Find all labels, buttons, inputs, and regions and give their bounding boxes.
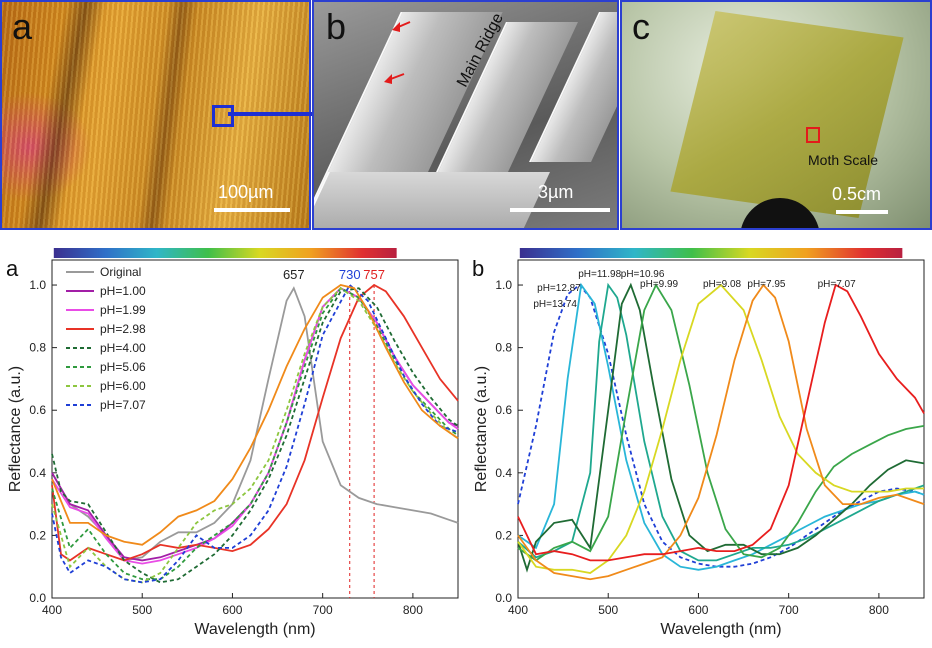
series-line <box>51 283 459 584</box>
panel-label: a <box>6 256 19 281</box>
series-line <box>517 282 925 573</box>
x-tick-label: 800 <box>869 603 889 617</box>
x-tick-label: 700 <box>779 603 799 617</box>
y-tick-label: 0.4 <box>29 466 46 480</box>
legend-label: pH=7.07 <box>100 398 146 412</box>
y-axis-label: Reflectance (a.u.) <box>7 366 24 492</box>
y-tick-label: 0.6 <box>495 403 512 417</box>
scale-bar-b <box>510 208 610 212</box>
x-tick-label: 600 <box>222 603 242 617</box>
x-tick-label: 500 <box>598 603 618 617</box>
x-tick-label: 800 <box>403 603 423 617</box>
legend-label: pH=4.00 <box>100 341 146 355</box>
scale-label-b: 3µm <box>538 182 574 202</box>
peak-annotation: pH=10.96 <box>621 269 665 280</box>
peak-annotation: pH=9.99 <box>640 279 679 290</box>
series-line <box>517 282 925 562</box>
x-tick-label: 700 <box>313 603 333 617</box>
y-tick-label: 0.0 <box>495 591 512 605</box>
chart-b: 400 500 600 700 800 0.0 0.2 0.4 0.6 0.8 1.0 Wavelen… <box>472 248 925 638</box>
series-line <box>51 287 459 584</box>
moth-scale-label: Moth Scale <box>808 152 879 168</box>
y-axis-label: Reflectance (a.u.) <box>473 366 490 492</box>
photo-panel-c: c Moth Scale 0.5cm <box>620 0 932 230</box>
y-tick-label: 0.4 <box>495 466 512 480</box>
y-tick-label: 0.8 <box>29 341 46 355</box>
sem-scale-4 <box>314 172 550 228</box>
legend-label: pH=6.00 <box>100 379 146 393</box>
scale-bar-c <box>836 210 888 214</box>
series-line <box>51 287 459 581</box>
legend-label: Original <box>100 265 141 279</box>
peak-annotation: pH=7.95 <box>747 279 786 290</box>
peak-annotation: pH=11.98 <box>578 269 621 280</box>
series-line <box>517 283 925 562</box>
peak-annotation: pH=13.74 <box>533 299 577 310</box>
peak-label: 730 <box>339 267 361 282</box>
scale-bar-a <box>214 208 290 212</box>
peak-label: 657 <box>283 267 305 282</box>
legend-label: pH=1.99 <box>100 303 146 317</box>
spectrum-bar <box>53 248 397 258</box>
peak-label: 757 <box>363 267 385 282</box>
x-tick-label: 400 <box>42 603 62 617</box>
y-tick-label: 0.2 <box>29 528 46 542</box>
legend-label: pH=2.98 <box>100 322 146 336</box>
y-tick-label: 1.0 <box>29 278 46 292</box>
y-tick-label: 0.8 <box>495 341 512 355</box>
photo-panel-b: b Main Ridge 3µm <box>312 0 619 230</box>
plot-frame <box>517 259 925 599</box>
peak-annotation: pH=9.08 <box>703 279 742 290</box>
x-tick-label: 600 <box>688 603 708 617</box>
peak-annotation: pH=7.07 <box>818 279 857 290</box>
series-line <box>517 283 925 562</box>
series-line <box>517 283 925 581</box>
chart-a: 400 500 600 700 800 0.0 0.2 0.4 0.6 0.8 1.0 Wavelen… <box>6 248 459 638</box>
panel-label-a: a <box>12 6 33 47</box>
x-axis-label: Wavelength (nm) <box>194 621 315 638</box>
red-arrows <box>384 21 411 84</box>
series-line <box>517 283 924 574</box>
series-line <box>517 283 925 568</box>
panel-label-b: b <box>326 6 347 47</box>
spectrum-bar <box>519 248 903 258</box>
peak-annotation: pH=12.87 <box>537 283 581 294</box>
y-tick-label: 0.2 <box>495 528 512 542</box>
panel-label-c: c <box>632 6 650 47</box>
x-axis-label: Wavelength (nm) <box>660 621 781 638</box>
legend-label: pH=1.00 <box>100 284 146 298</box>
x-tick-label: 400 <box>508 603 528 617</box>
series-line <box>51 284 459 546</box>
scale-label-c: 0.5cm <box>832 184 882 204</box>
y-tick-label: 1.0 <box>495 278 512 292</box>
panel-label: b <box>472 256 484 281</box>
moth-scale-marker <box>806 127 820 143</box>
series-line <box>517 282 925 571</box>
x-tick-label: 500 <box>132 603 152 617</box>
scale-label-a: 100µm <box>218 182 274 202</box>
legend-label: pH=5.06 <box>100 360 146 374</box>
y-tick-label: 0.0 <box>29 591 46 605</box>
y-tick-label: 0.6 <box>29 403 46 417</box>
